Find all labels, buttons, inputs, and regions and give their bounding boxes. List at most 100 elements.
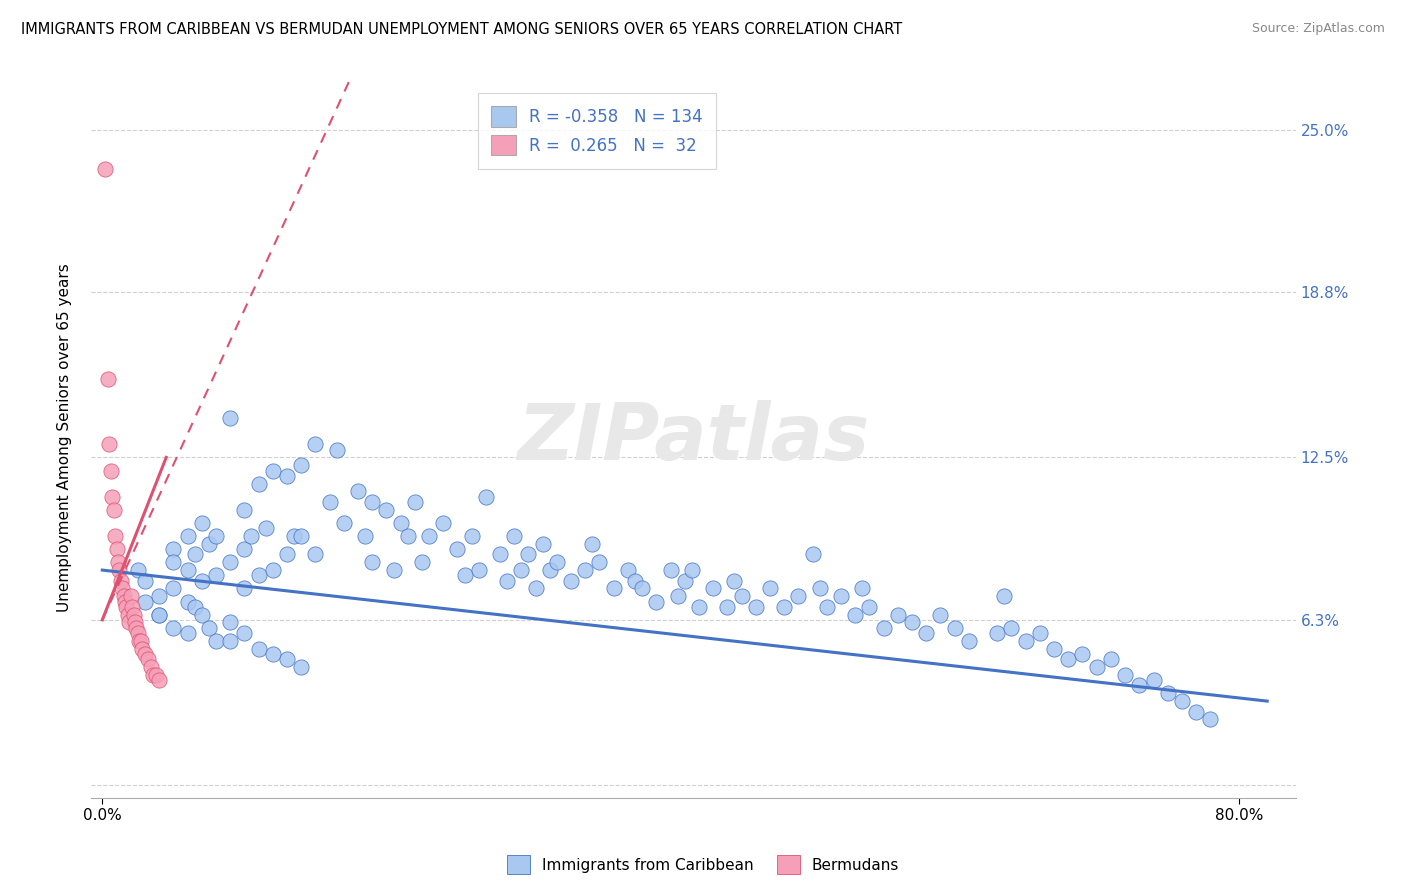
Point (103, 503, 125, 517)
Point (176, 626, 198, 640)
Point (233, 626, 256, 640)
Point (659, 563, 682, 577)
Point (1071, 647, 1094, 661)
Point (233, 503, 256, 517)
Point (1142, 673, 1164, 687)
Point (176, 529, 198, 543)
Point (602, 582, 624, 596)
Point (290, 458, 312, 473)
Text: Source: ZipAtlas.com: Source: ZipAtlas.com (1251, 22, 1385, 36)
Point (115, 599, 138, 614)
Point (560, 574, 582, 588)
Point (681, 563, 703, 577)
Point (101, 490, 124, 504)
Point (496, 574, 519, 588)
Point (382, 563, 405, 577)
Point (546, 555, 568, 569)
Point (219, 633, 242, 648)
Point (773, 599, 796, 614)
Point (162, 542, 184, 557)
Point (872, 621, 894, 635)
Point (815, 599, 838, 614)
Point (887, 607, 910, 622)
Point (198, 537, 221, 551)
Point (808, 582, 831, 596)
Point (759, 582, 782, 596)
Point (432, 516, 454, 530)
Point (190, 607, 212, 622)
Point (176, 563, 198, 577)
Point (1199, 713, 1222, 727)
Point (354, 529, 377, 543)
Point (688, 599, 710, 614)
Point (276, 468, 298, 483)
Point (475, 490, 498, 504)
Point (117, 607, 139, 622)
Point (446, 542, 468, 557)
Point (418, 529, 440, 543)
Point (219, 411, 242, 425)
Point (136, 652, 159, 666)
Point (304, 547, 326, 561)
Point (986, 626, 1008, 640)
Point (148, 607, 170, 622)
Point (262, 647, 284, 661)
Point (673, 574, 696, 588)
Point (666, 589, 689, 603)
Point (247, 568, 270, 582)
Point (404, 495, 426, 509)
Point (108, 563, 131, 577)
Y-axis label: Unemployment Among Seniors over 65 years: Unemployment Among Seniors over 65 years (58, 263, 72, 612)
Point (105, 542, 128, 557)
Point (453, 568, 475, 582)
Point (844, 607, 866, 622)
Point (915, 626, 938, 640)
Point (247, 476, 270, 491)
Point (114, 594, 136, 608)
Point (120, 589, 142, 603)
Point (219, 615, 242, 630)
Point (233, 582, 256, 596)
Point (531, 537, 554, 551)
Point (716, 599, 738, 614)
Point (176, 594, 198, 608)
Point (396, 529, 419, 543)
Point (1029, 626, 1052, 640)
Point (624, 574, 647, 588)
Point (148, 607, 170, 622)
Point (1157, 686, 1180, 700)
Point (411, 555, 433, 569)
Point (929, 607, 952, 622)
Point (205, 529, 228, 543)
Point (148, 589, 170, 603)
Point (127, 626, 149, 640)
Point (943, 621, 966, 635)
Point (98, 437, 121, 451)
Point (631, 582, 654, 596)
Point (468, 563, 491, 577)
Point (139, 660, 162, 674)
Point (183, 547, 205, 561)
Point (361, 495, 384, 509)
Point (1043, 641, 1066, 656)
Point (304, 437, 326, 451)
Point (240, 529, 263, 543)
Point (318, 495, 340, 509)
Point (205, 633, 228, 648)
Point (233, 542, 256, 557)
Point (901, 615, 924, 630)
Point (702, 582, 724, 596)
Point (134, 594, 156, 608)
Point (290, 660, 312, 674)
Point (94, 162, 117, 177)
Text: ZIPatlas: ZIPatlas (517, 400, 869, 475)
Point (276, 547, 298, 561)
Point (1185, 705, 1208, 719)
Point (1057, 652, 1080, 666)
Point (247, 641, 270, 656)
Point (858, 599, 880, 614)
Point (110, 574, 132, 588)
Point (1128, 678, 1150, 692)
Point (100, 463, 122, 477)
Point (183, 599, 205, 614)
